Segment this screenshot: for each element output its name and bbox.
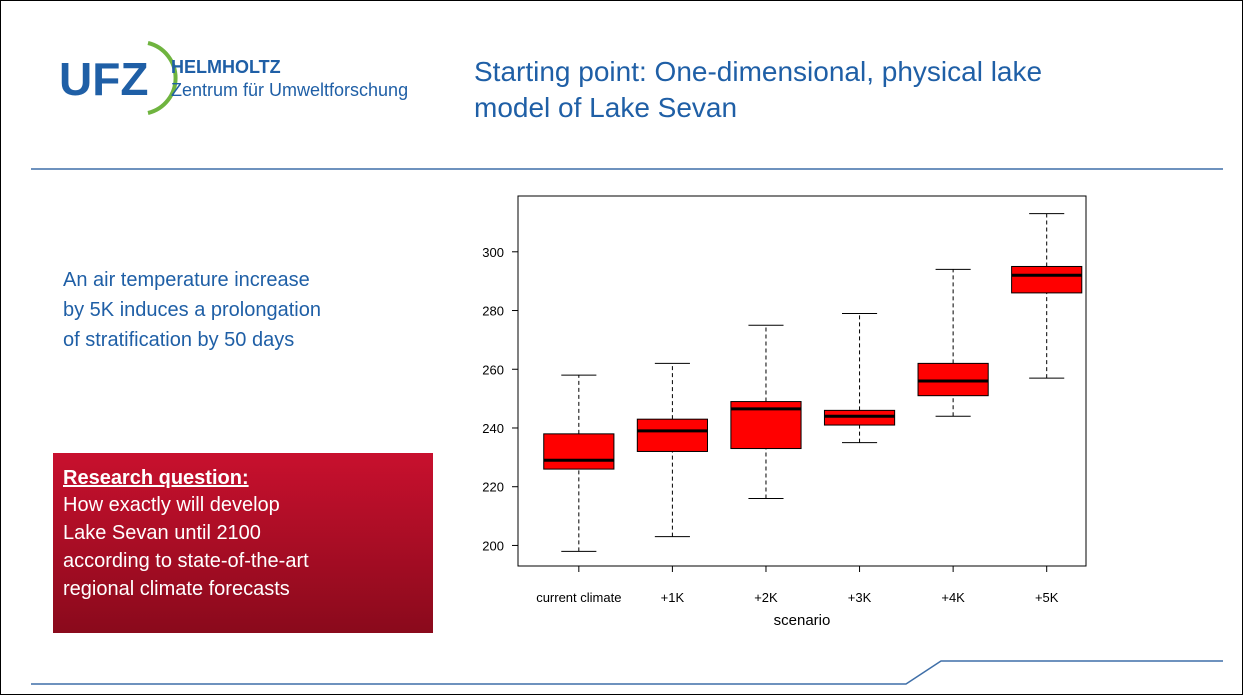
x-tick-label: +3K (848, 590, 872, 605)
x-axis-label: scenario (774, 612, 831, 629)
box (636, 418, 708, 452)
x-tick-label: +4K (941, 590, 965, 605)
callout-heading: Research question: (63, 467, 249, 489)
footer-rule (31, 660, 1223, 685)
callout-line: regional climate forecasts (63, 578, 290, 600)
box (543, 433, 615, 470)
statement: by 5K induces a prolongation (63, 299, 321, 321)
callout-line: according to state-of-the-art (63, 550, 309, 572)
x-tick-label: current climate (536, 590, 621, 605)
y-tick-label: 280 (482, 304, 504, 319)
y-tick-label: 200 (482, 538, 504, 553)
y-tick-label: 220 (482, 480, 504, 495)
statement: of stratification by 50 days (63, 329, 294, 351)
org-sub: Zentrum für Umweltforschung (171, 80, 408, 100)
logo: UFZ (59, 53, 148, 105)
plot-frame (517, 195, 1087, 567)
x-tick-label: +2K (754, 590, 778, 605)
y-tick-label: 240 (482, 421, 504, 436)
title-line: model of Lake Sevan (474, 92, 737, 123)
callout-box (53, 453, 433, 633)
logo-arc (147, 41, 178, 115)
box (1011, 265, 1083, 294)
title-line: Starting point: One-dimensional, physica… (474, 56, 1042, 87)
y-tick-label: 300 (482, 245, 504, 260)
statement: An air temperature increase (63, 269, 310, 291)
x-tick-label: +1K (661, 590, 685, 605)
callout-line: How exactly will develop (63, 494, 280, 516)
x-tick-label: +5K (1035, 590, 1059, 605)
y-tick-label: 260 (482, 362, 504, 377)
org: HELMHOLTZ (171, 57, 281, 77)
callout-line: Lake Sevan until 2100 (63, 522, 261, 544)
